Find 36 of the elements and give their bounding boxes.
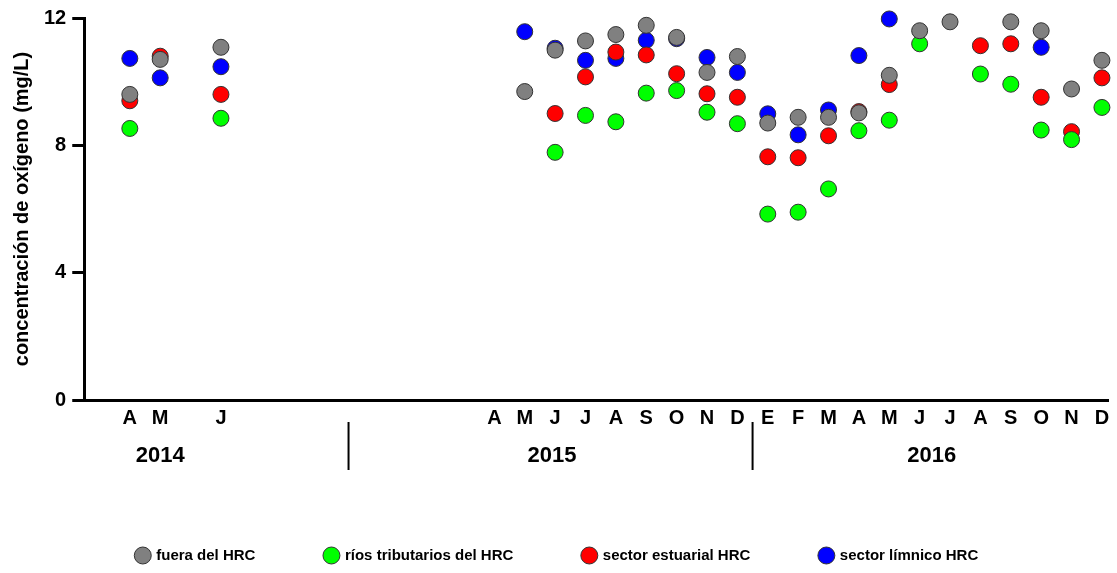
x-tick-label: S [1004, 405, 1018, 428]
legend-label: sector límnico HRC [839, 545, 979, 563]
x-tick-label: N [699, 405, 715, 428]
y-tick-label: 12 [44, 5, 67, 28]
x-tick-label: M [880, 405, 898, 428]
x-tick-label: A [608, 405, 624, 428]
x-tick-label: J [215, 405, 227, 428]
x-tick-label: D [730, 405, 745, 428]
x-tick-label: S [639, 405, 653, 428]
y-tick-label: 4 [55, 260, 68, 283]
x-tick-label: J [579, 405, 592, 428]
x-tick-label: J [944, 405, 956, 428]
legend-label: sector estuarial HRC [602, 545, 751, 563]
x-tick-label: E [761, 405, 775, 428]
x-tick-label: D [1094, 405, 1110, 428]
x-tick-label: A [973, 405, 988, 428]
y-axis-title: concentración de oxígeno (mg/L) [9, 51, 32, 367]
x-tick-label: O [668, 405, 685, 428]
y-tick-label: 0 [55, 387, 67, 410]
x-tick-label: M [820, 405, 837, 428]
legend-label: ríos tributarios del HRC [344, 545, 514, 563]
x-tick-label: A [122, 405, 138, 428]
x-tick-label: A [487, 405, 502, 428]
text: 2015 [527, 442, 577, 468]
text: 2014 [135, 442, 186, 468]
x-tick-label: J [914, 405, 926, 428]
x-tick-label: N [1064, 405, 1079, 428]
x-tick-label: O [1033, 405, 1049, 428]
x-tick-label: F [792, 405, 805, 428]
text: 2016 [907, 442, 957, 468]
x-tick-label: M [516, 405, 534, 428]
x-tick-label: M [151, 405, 169, 428]
legend-label: fuera del HRC [156, 545, 256, 563]
y-tick-label: 8 [55, 132, 67, 155]
x-tick-label: A [851, 405, 867, 428]
x-tick-label: J [549, 405, 561, 428]
